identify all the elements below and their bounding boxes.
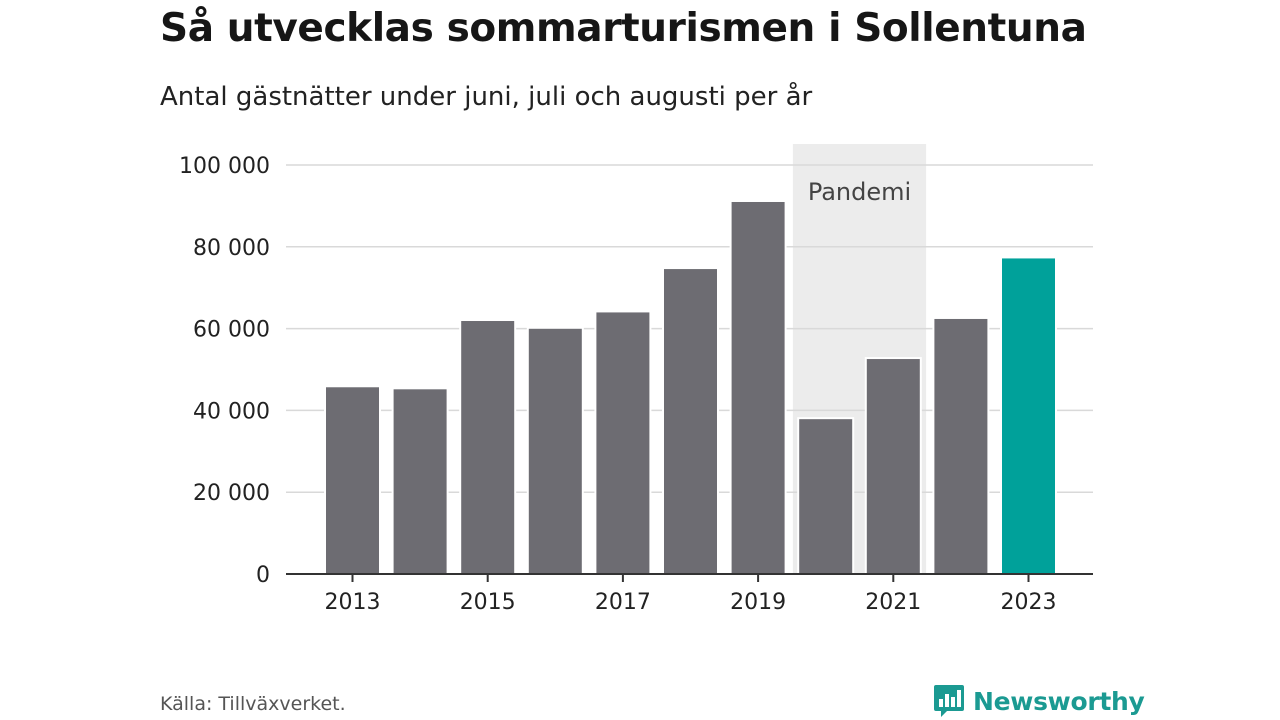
source-note: Källa: Tillväxverket. [160, 693, 346, 715]
y-tick-label: 20 000 [193, 481, 270, 506]
bar-2013 [324, 385, 381, 576]
x-tick-label: 2019 [730, 590, 786, 615]
y-tick-label: 40 000 [193, 399, 270, 424]
brand-name: Newsworthy [973, 686, 1145, 716]
bar-2017 [594, 310, 652, 575]
newsworthy-logo-icon [934, 685, 964, 717]
bar-2021 [864, 357, 922, 575]
bar-2019 [729, 199, 787, 575]
x-tick-label: 2015 [460, 590, 516, 615]
y-tick-label: 0 [256, 563, 270, 588]
x-tick-label: 2021 [865, 590, 921, 615]
x-tick-label: 2013 [325, 590, 381, 615]
bar-2022 [932, 316, 990, 575]
bars [324, 199, 1057, 576]
bar-2015 [459, 319, 517, 575]
bar-2014 [391, 387, 449, 575]
x-tick-label: 2023 [1001, 590, 1057, 615]
chart-title: Så utvecklas sommarturismen i Sollentuna [160, 6, 1087, 51]
bar-2020 [797, 417, 855, 575]
bar-2023 [1000, 256, 1057, 575]
chart-subtitle: Antal gästnätter under juni, juli och au… [160, 82, 813, 112]
bar-chart: Pandemi 0 20 000 40 000 60 000 80 000 100 000… [179, 144, 1093, 615]
brand-logo: Newsworthy [933, 683, 1145, 719]
y-tick-label: 80 000 [193, 236, 270, 261]
y-tick-label: 100 000 [179, 154, 270, 179]
y-tick-label: 60 000 [193, 318, 270, 343]
pandemic-label: Pandemi [808, 178, 911, 206]
bar-2018 [662, 267, 719, 575]
bar-2016 [526, 326, 584, 576]
x-tick-label: 2017 [595, 590, 651, 615]
axes: 2013 2015 2017 2019 2021 2023 [286, 573, 1093, 615]
